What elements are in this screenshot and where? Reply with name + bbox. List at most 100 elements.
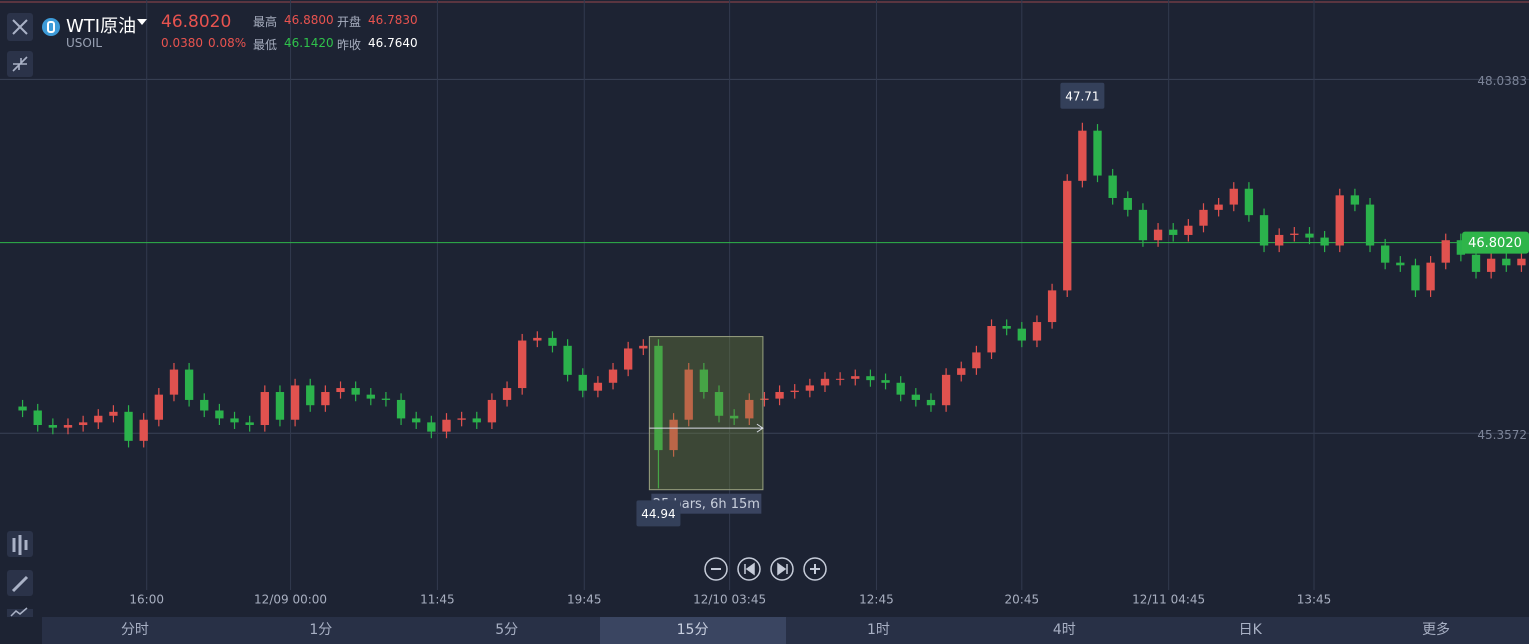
y-tick-label: 45.3572 (1477, 428, 1527, 442)
candle-body (1063, 180, 1072, 291)
candle-body (1199, 209, 1208, 226)
candle-body (911, 394, 920, 400)
extreme-label: 44.94 (641, 507, 675, 521)
candle-body (275, 392, 285, 420)
last-price-label: 46.8020 (1468, 236, 1522, 251)
period-tab[interactable]: 15分 (599, 617, 786, 644)
candle-body (215, 410, 224, 419)
stat-label: 最低 (253, 38, 278, 52)
candle-body (1017, 328, 1026, 341)
candle-body (427, 422, 436, 432)
candle-body (729, 415, 739, 419)
stat-label: 开盘 (337, 15, 362, 29)
candle-body (351, 388, 360, 395)
candle-body (624, 348, 633, 370)
candle-body (639, 345, 648, 349)
candle-body (1517, 258, 1526, 266)
stat-label: 昨收 (337, 38, 362, 52)
candle-body (487, 399, 497, 423)
instrument-name[interactable]: WTI原油 (66, 16, 137, 37)
stat-value: 46.7640 (368, 36, 418, 50)
candle-body (1290, 233, 1299, 235)
candle-body (139, 419, 148, 441)
x-tick-label: 12:45 (859, 593, 894, 607)
candle-body (1502, 258, 1511, 266)
chart: 48.0383 45.3572 16:00 12/09 00:00 11:45 19:45… (0, 0, 1529, 617)
candle-body (548, 337, 557, 346)
candle-body (109, 411, 118, 416)
candle-body (78, 422, 88, 426)
rewind-button[interactable] (737, 557, 761, 581)
zoom-out-button[interactable] (704, 557, 728, 581)
candle-body (1032, 322, 1042, 341)
period-tab[interactable]: 分时 (120, 622, 149, 638)
candle-body (321, 392, 330, 406)
candle-body (926, 399, 936, 406)
close-icon (12, 19, 28, 35)
candle-body (1214, 204, 1223, 210)
period-tab[interactable]: 4时 (1052, 622, 1076, 638)
candle-body (230, 418, 239, 423)
x-tick-label: 16:00 (129, 593, 164, 607)
stat-label: 最高 (253, 15, 278, 29)
x-tick-label: 12/10 03:45 (693, 593, 766, 607)
candle-body (245, 422, 254, 426)
x-tick-label: 13:45 (1297, 593, 1332, 607)
candle-body (714, 392, 724, 416)
candle-body (1123, 197, 1132, 210)
dropdown-arrow[interactable] (137, 19, 147, 27)
candle-body (154, 394, 163, 420)
candle-tool[interactable] (7, 531, 33, 557)
candle-body (1456, 240, 1466, 255)
candle-body (442, 419, 451, 432)
stat-value: 46.8800 (284, 13, 334, 27)
x-tick-label: 11:45 (420, 593, 455, 607)
period-tab[interactable]: 日K (1238, 622, 1262, 638)
candle-body (1486, 258, 1496, 272)
candle-body (184, 369, 194, 400)
candle-body (1259, 215, 1269, 246)
candle-body (1441, 240, 1450, 263)
candle-body (1396, 262, 1405, 266)
price: 46.8020 (161, 12, 232, 32)
period-tab[interactable]: 更多 (1422, 622, 1451, 638)
candle-body (1002, 326, 1011, 329)
candle-body (941, 374, 951, 406)
forward-button[interactable] (770, 557, 794, 581)
measure-arrow (649, 423, 764, 433)
candle-body (881, 380, 890, 383)
candle-body (1411, 265, 1420, 291)
zoom-in-button[interactable] (803, 557, 827, 581)
period-tab[interactable]: 1分 (309, 622, 333, 638)
candle-body (972, 352, 981, 369)
candle-body (1138, 209, 1148, 241)
candle-body (1244, 188, 1254, 216)
candle-body (260, 392, 269, 426)
candle-body (760, 398, 769, 400)
candle-body (48, 425, 58, 428)
candle-body (699, 369, 709, 393)
x-tick-label: 20:45 (1005, 593, 1040, 607)
period-tab[interactable]: 1时 (866, 622, 890, 638)
candle-body (33, 410, 42, 426)
candle-body (563, 345, 572, 375)
last-price-tag (1462, 231, 1529, 254)
candle-body (669, 419, 678, 451)
change: 0.0380 (161, 36, 203, 50)
period-tab[interactable]: 5分 (495, 622, 519, 638)
draw-tool[interactable] (7, 570, 33, 596)
candle-body (290, 385, 300, 420)
candle-body (1335, 195, 1344, 246)
instrument-symbol: USOIL (66, 36, 103, 50)
candle-body (654, 345, 663, 451)
candle-body (1320, 237, 1329, 246)
candle-body (336, 388, 345, 393)
candle-body (306, 385, 315, 406)
candle-body (896, 382, 905, 395)
candle-body (835, 378, 845, 380)
candle-body (381, 398, 391, 400)
indicator-tool[interactable] (7, 607, 33, 617)
candle-body (593, 382, 603, 391)
candle-body (1471, 254, 1481, 272)
